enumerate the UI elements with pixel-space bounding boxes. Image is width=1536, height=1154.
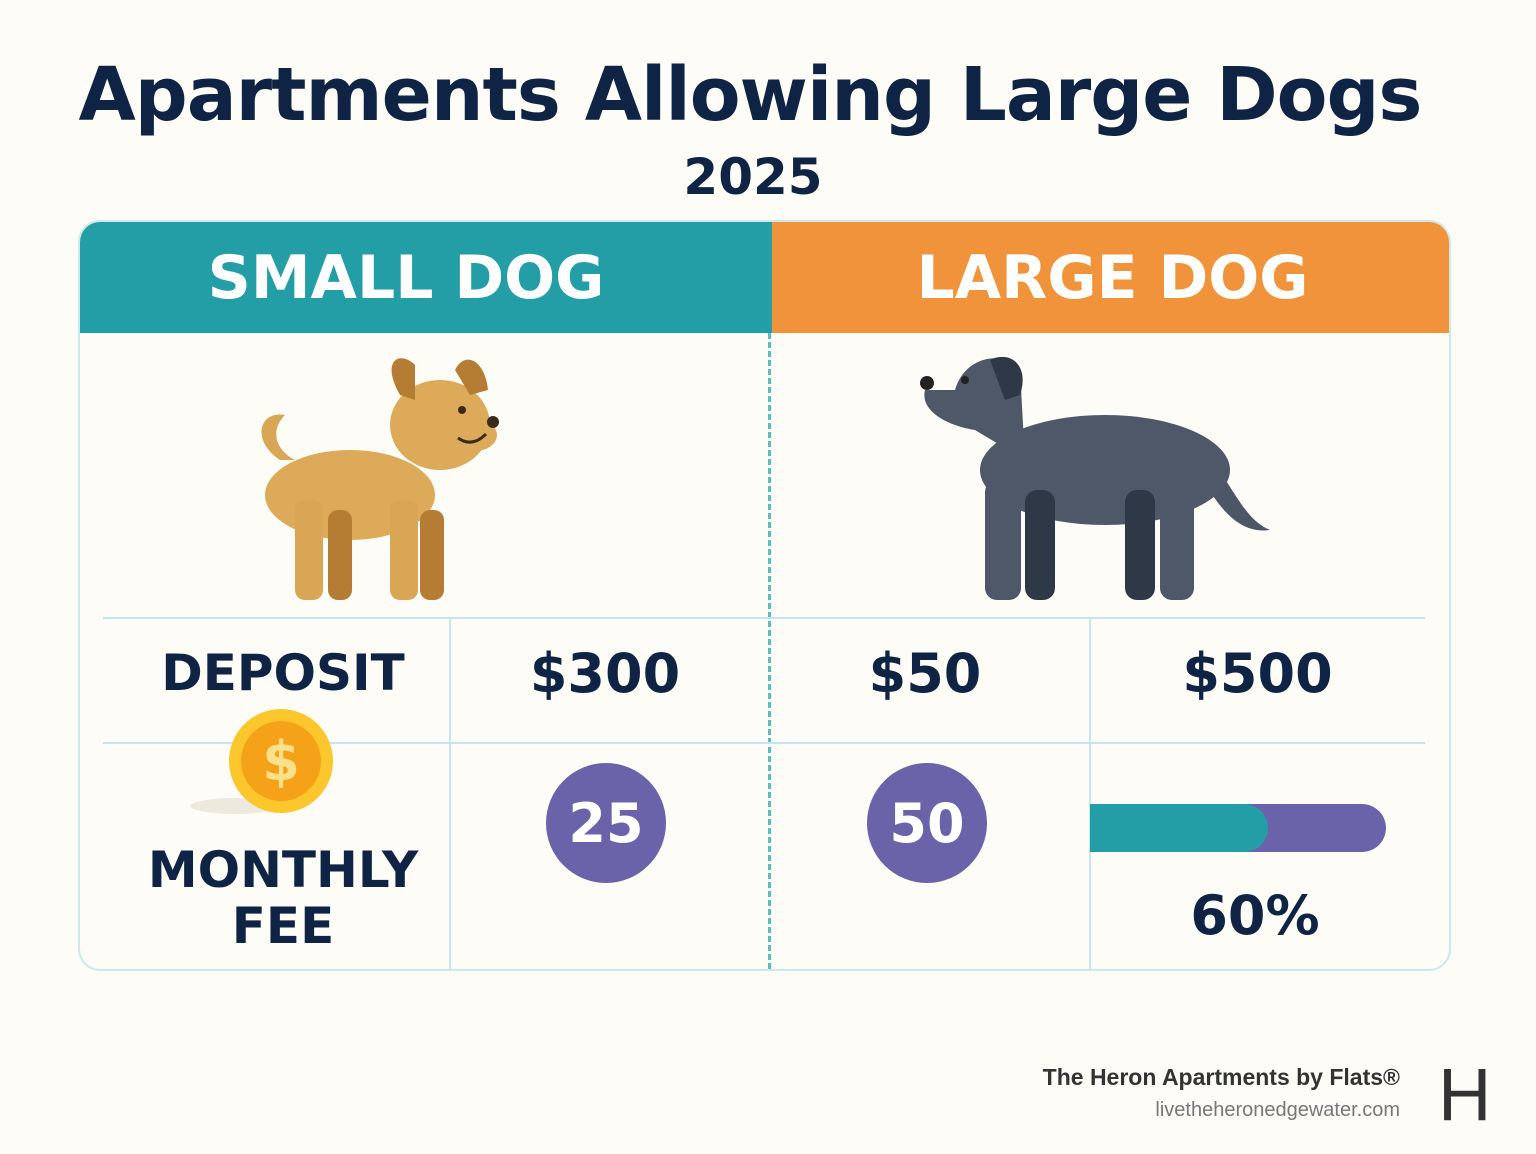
large-dog-deposit-a: $50 — [868, 642, 982, 705]
small-dog-illustration — [261, 358, 499, 600]
dollar-coin-icon: $ — [190, 709, 333, 814]
brand-url[interactable]: livetheheronedgewater.com — [1155, 1099, 1400, 1121]
footer-brand: The Heron Apartments by Flats® livethehe… — [1043, 1064, 1400, 1122]
monthly-fee-label: MONTHLY FEE — [147, 841, 419, 955]
comparison-card: SMALL DOG LARGE DOG — [78, 220, 1451, 971]
progress-bar-fill — [1090, 804, 1268, 852]
deposit-label: DEPOSIT — [161, 644, 405, 702]
large-dog-monthly-fee: 50 — [867, 763, 987, 883]
cell-divider — [449, 618, 451, 970]
heron-logo: H — [1438, 1053, 1492, 1136]
small-dog-monthly-fee: 25 — [546, 763, 666, 883]
brand-name: The Heron Apartments by Flats® — [1042, 1064, 1400, 1090]
column-divider — [768, 333, 771, 969]
svg-text:$: $ — [262, 730, 300, 793]
small-dog-header: SMALL DOG — [80, 222, 772, 333]
cell-divider — [1089, 618, 1091, 970]
row-divider — [103, 617, 1425, 619]
year-subtitle: 2025 — [683, 148, 823, 206]
large-dog-deposit-b: $500 — [1182, 642, 1333, 705]
row-divider — [103, 742, 1425, 744]
large-dog-header: LARGE DOG — [772, 222, 1449, 333]
small-dog-deposit: $300 — [529, 642, 681, 705]
progress-bar — [1090, 804, 1386, 852]
large-dog-illustration — [920, 356, 1270, 600]
page-title: Apartments Allowing Large Dogs — [78, 52, 1423, 138]
progress-label: 60% — [1190, 884, 1320, 947]
